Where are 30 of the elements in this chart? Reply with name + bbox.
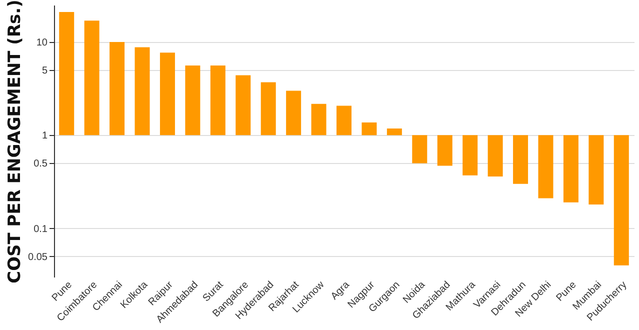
bar	[286, 90, 302, 136]
bar	[563, 135, 578, 202]
bar	[84, 20, 100, 136]
bar	[488, 135, 503, 176]
bar	[185, 66, 200, 136]
bar	[311, 104, 326, 136]
bar	[462, 135, 478, 176]
y-tick-label: 0.05	[28, 252, 48, 263]
bar	[59, 12, 74, 136]
bar	[160, 52, 175, 136]
bar	[362, 122, 377, 136]
y-tick-label: 1	[42, 130, 48, 142]
y-tick-label: 0.5	[34, 158, 48, 170]
y-tick-label: 0.1	[34, 224, 48, 235]
bar	[513, 135, 528, 184]
bar	[412, 135, 428, 164]
bar	[134, 47, 150, 136]
bar	[538, 135, 554, 198]
y-axis-title: COST PER ENGAGEMENT (Rs.)	[5, 0, 26, 284]
bar	[110, 42, 125, 136]
bar	[386, 128, 402, 136]
bar	[614, 135, 629, 266]
bar	[437, 135, 452, 166]
bar	[588, 135, 604, 205]
y-tick-label: 10	[36, 38, 48, 49]
bar	[336, 106, 352, 136]
bar	[260, 82, 276, 136]
bar	[236, 75, 251, 136]
bar	[210, 66, 226, 136]
y-tick-label: 5	[42, 66, 48, 77]
